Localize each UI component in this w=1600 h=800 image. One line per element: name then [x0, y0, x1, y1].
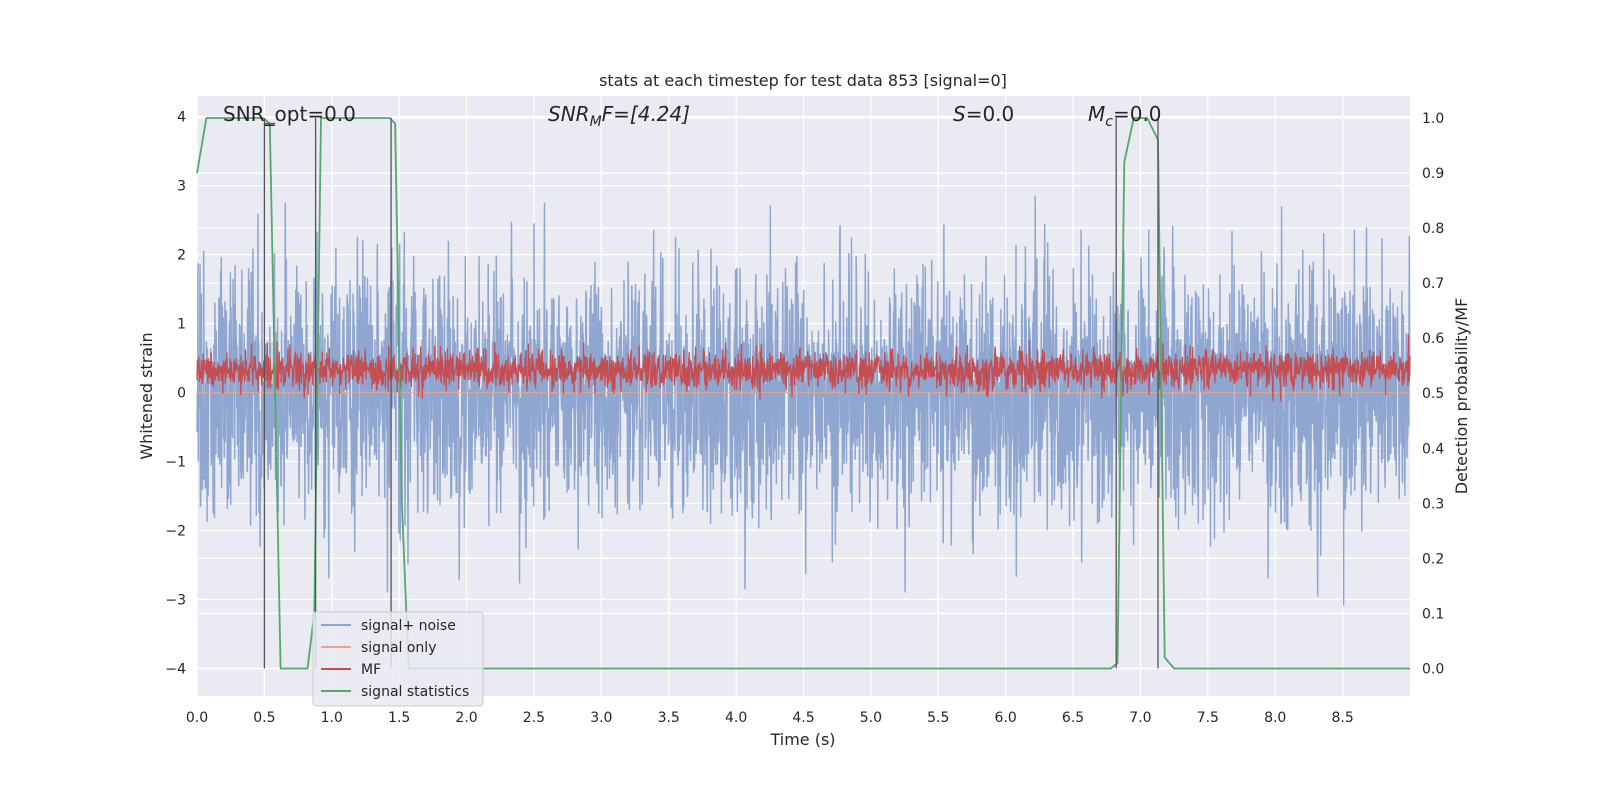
x-tick-labels: 0.0 0.5 1.0 1.5 2.0 2.5 3.0 3.5 4.0 4.5 5.0 5.5 6.0 6… — [186, 710, 1354, 726]
y2-tick-label-9: 0.1 — [1422, 606, 1444, 622]
y2-tick-label-0: 1.0 — [1422, 111, 1444, 127]
y-tick-label-0: 4 — [177, 110, 186, 126]
annotation-s: S=0.0 — [953, 102, 1014, 126]
y-tick-label-7: −3 — [165, 592, 186, 608]
y-tick-label-2: 2 — [177, 248, 186, 264]
y2-tick-label-7: 0.3 — [1422, 496, 1444, 512]
x-tick-label-8: 4.0 — [725, 710, 747, 726]
x-tick-label-10: 5.0 — [860, 710, 882, 726]
annotation-snr-mf-subscript: M — [590, 114, 602, 130]
y2-tick-label-1: 0.9 — [1422, 166, 1444, 182]
x-tick-label-6: 3.0 — [590, 710, 612, 726]
annotation-s-rest: =0.0 — [966, 102, 1015, 126]
annotation-mc-symbol: M — [1088, 102, 1105, 126]
legend-label-3: signal statistics — [361, 684, 469, 700]
annotation-mc: Mc=0.0 — [1088, 102, 1162, 130]
y-tick-label-3: 1 — [177, 317, 186, 333]
y-tick-labels: 4 3 2 1 0 −1 −2 −3 −4 — [165, 110, 186, 678]
y2-tick-label-6: 0.4 — [1422, 441, 1444, 457]
y-tick-label-5: −1 — [165, 455, 186, 471]
y-tick-label-1: 3 — [177, 179, 186, 195]
x-tick-label-11: 5.5 — [927, 710, 949, 726]
legend-box — [312, 611, 484, 707]
x-tick-label-4: 2.0 — [455, 710, 477, 726]
legend: signal+ noise signal only MF signal statist… — [312, 611, 484, 707]
legend-label-2: MF — [361, 662, 381, 678]
y-tick-label-6: −2 — [165, 523, 186, 539]
series-3 — [196, 117, 1410, 670]
x-tick-label-7: 3.5 — [658, 710, 680, 726]
x-tick-label-17: 8.5 — [1331, 710, 1353, 726]
y2-tick-label-10: 0.0 — [1422, 661, 1444, 677]
y2-tick-label-3: 0.7 — [1422, 276, 1444, 292]
y2-tick-labels: 1.0 0.9 0.8 0.7 0.6 0.5 0.4 0.3 0.2 0.1 0.0 — [1422, 111, 1444, 677]
x-tick-label-9: 4.5 — [792, 710, 814, 726]
x-tick-label-13: 6.5 — [1062, 710, 1084, 726]
series-0 — [196, 195, 1411, 607]
annotation-s-symbol: S — [953, 102, 966, 126]
y2-tick-label-5: 0.5 — [1422, 386, 1444, 402]
chart-title: stats at each timestep for test data 853… — [599, 71, 1007, 90]
x-tick-label-0: 0.0 — [186, 710, 208, 726]
legend-label-0: signal+ noise — [361, 618, 456, 634]
annotation-snr-mf: SNRMF=[4.24] — [548, 102, 690, 130]
y-tick-label-4: 0 — [177, 386, 186, 402]
x-axis-title: Time (s) — [769, 730, 835, 749]
x-tick-label-2: 1.0 — [321, 710, 343, 726]
event-markers — [263, 118, 1159, 669]
x-tick-label-3: 1.5 — [388, 710, 410, 726]
y2-tick-label-4: 0.6 — [1422, 331, 1444, 347]
x-tick-label-16: 8.0 — [1264, 710, 1286, 726]
annotation-mc-subscript: c — [1105, 114, 1113, 130]
y2-tick-label-8: 0.2 — [1422, 551, 1444, 567]
x-tick-label-1: 0.5 — [253, 710, 275, 726]
y2-axis-title: Detection probability/MF — [1452, 298, 1471, 495]
x-tick-label-15: 7.5 — [1197, 710, 1219, 726]
annotation-snr-mf-symbol: SNR — [548, 102, 590, 126]
series-layer — [196, 117, 1411, 670]
y-tick-label-8: −4 — [165, 661, 186, 677]
x-tick-label-12: 6.0 — [995, 710, 1017, 726]
annotation-snr-opt: SNR_opt=0.0 — [223, 102, 356, 126]
x-tick-label-14: 7.0 — [1129, 710, 1151, 726]
x-tick-label-5: 2.5 — [523, 710, 545, 726]
annotation-snr-mf-rest: F=[4.24] — [602, 102, 690, 126]
y2-tick-label-2: 0.8 — [1422, 221, 1444, 237]
legend-label-1: signal only — [361, 640, 436, 656]
y-axis-title: Whitened strain — [137, 332, 156, 459]
annotation-mc-rest: =0.0 — [1113, 102, 1162, 126]
